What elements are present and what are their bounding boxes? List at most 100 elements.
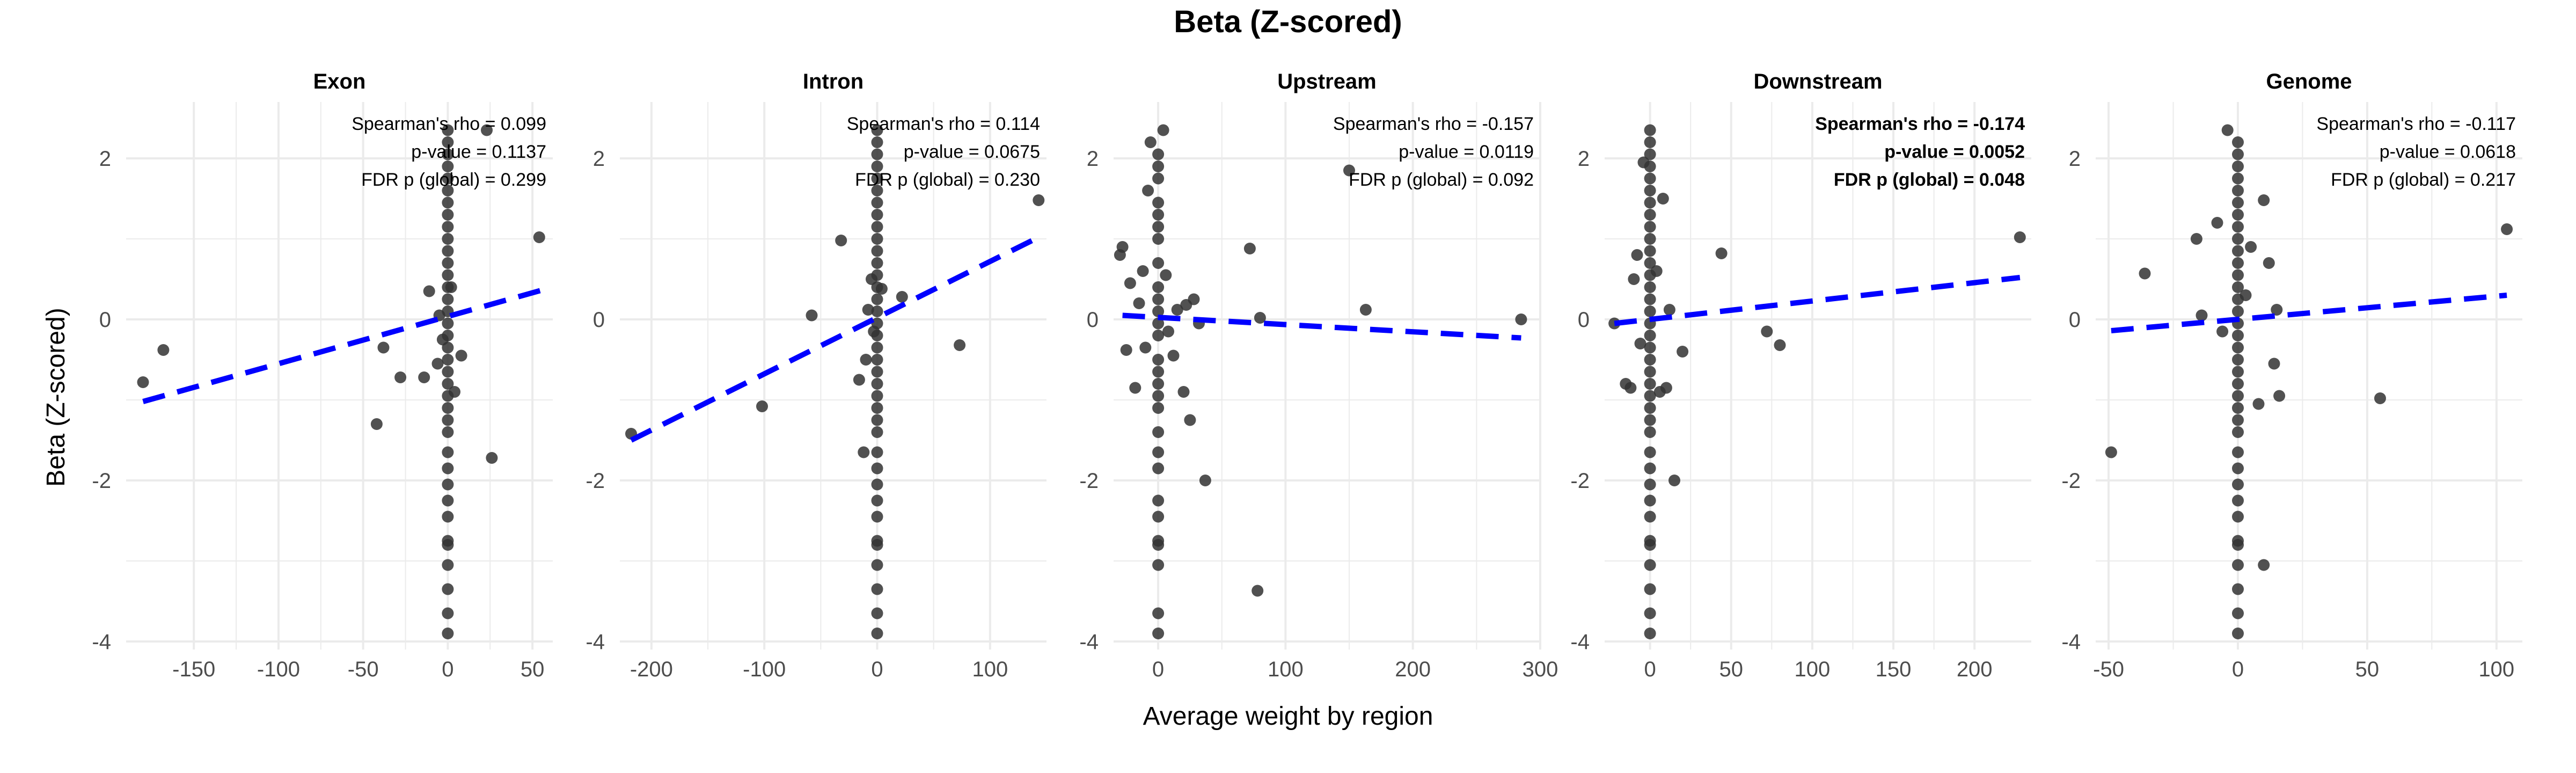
data-point [871,293,883,305]
data-point [2252,398,2265,410]
data-point [871,462,883,475]
data-point [1152,462,1165,475]
data-point [2232,221,2244,233]
data-point [871,317,883,330]
data-point [871,354,883,366]
data-point [442,607,454,619]
data-point [442,330,454,341]
data-point [1152,378,1165,390]
data-point [442,161,454,172]
y-tick-label: -4 [1079,630,1099,654]
data-point [442,257,454,269]
data-point [871,185,883,196]
y-tick-label: 0 [99,308,111,332]
data-point [1152,511,1165,523]
data-point [2232,402,2244,414]
data-point [896,291,908,303]
data-point [1152,402,1165,414]
data-point [442,293,454,305]
x-tick-label: 50 [1719,658,1744,681]
y-tick-label: -4 [92,630,111,654]
y-tick-label: 2 [593,147,605,171]
data-point [2232,185,2244,196]
data-point [871,341,883,354]
data-point [756,400,768,412]
data-point [871,172,883,185]
data-point [1644,539,1656,551]
x-tick-label: 300 [1523,658,1558,681]
data-point [1631,249,1643,261]
data-point [853,374,865,386]
x-tick-label: -50 [348,658,379,681]
stat-annotation-line: p-value = 0.0052 [1884,142,2025,162]
y-tick-label: -2 [2061,469,2081,493]
data-point [2232,583,2244,595]
x-tick-label: 0 [1152,658,1164,681]
x-tick-label: 0 [1644,658,1656,681]
data-point [1171,304,1183,316]
data-point [871,124,883,136]
data-point [1644,559,1656,571]
data-point [1677,346,1689,358]
data-point [1152,148,1165,161]
data-point [442,136,454,148]
y-tick-label: -4 [1570,630,1590,654]
data-point [1152,161,1165,172]
data-point [1152,390,1165,402]
x-tick-label: 200 [1395,658,1431,681]
data-point [2232,209,2244,221]
stat-annotation-line: Spearman's rho = -0.157 [1333,114,1534,134]
y-tick-label: -4 [2061,630,2081,654]
data-point [1152,209,1165,221]
data-point [871,446,883,458]
data-point [1152,233,1165,245]
data-point [2273,390,2286,402]
data-point [442,148,454,161]
y-tick-label: 2 [2069,147,2081,171]
y-tick-label: 0 [593,308,605,332]
data-point [442,172,454,185]
data-point [1644,185,1656,196]
data-point [1644,583,1656,595]
x-tick-label: 200 [1957,658,1993,681]
x-tick-label: 100 [1268,658,1304,681]
data-point [2139,267,2151,280]
data-point [1644,378,1656,390]
data-point [1129,382,1141,394]
panel-upstream: 0 100 200 300 -4 -2 0 2 Upstream Spearman's rho =… [1079,70,1558,681]
data-point [1152,257,1165,269]
y-tick-label: -2 [586,469,605,493]
data-point [1177,386,1190,398]
facet-title: Exon [313,70,366,93]
data-point [442,221,454,233]
data-point [2271,304,2283,316]
x-tick-label: 100 [972,658,1008,681]
data-point [1644,245,1656,257]
y-tick-label: -2 [1079,469,1099,493]
data-point [431,358,444,370]
data-point [1644,354,1656,366]
x-tick-label: -50 [2093,658,2124,681]
y-tick-label: -4 [586,630,605,654]
data-point [1139,341,1152,354]
data-point [2232,269,2244,281]
data-point [1644,402,1656,414]
data-point [1243,243,1256,254]
data-point [871,402,883,414]
data-point [871,539,883,551]
data-point [1644,233,1656,245]
x-tick-label: -150 [172,658,215,681]
y-tick-label: 0 [2069,308,2081,332]
data-point [442,245,454,257]
data-point [2232,494,2244,507]
data-point [1152,366,1165,378]
data-point [1644,607,1656,619]
data-point [862,304,874,316]
stat-annotation-line: Spearman's rho = 0.114 [847,114,1040,134]
data-point [2232,426,2244,438]
data-point [2258,559,2270,571]
y-tick-label: 2 [99,147,111,171]
x-tick-label: 150 [1876,658,1912,681]
data-point [2232,305,2244,317]
data-point [533,231,545,243]
